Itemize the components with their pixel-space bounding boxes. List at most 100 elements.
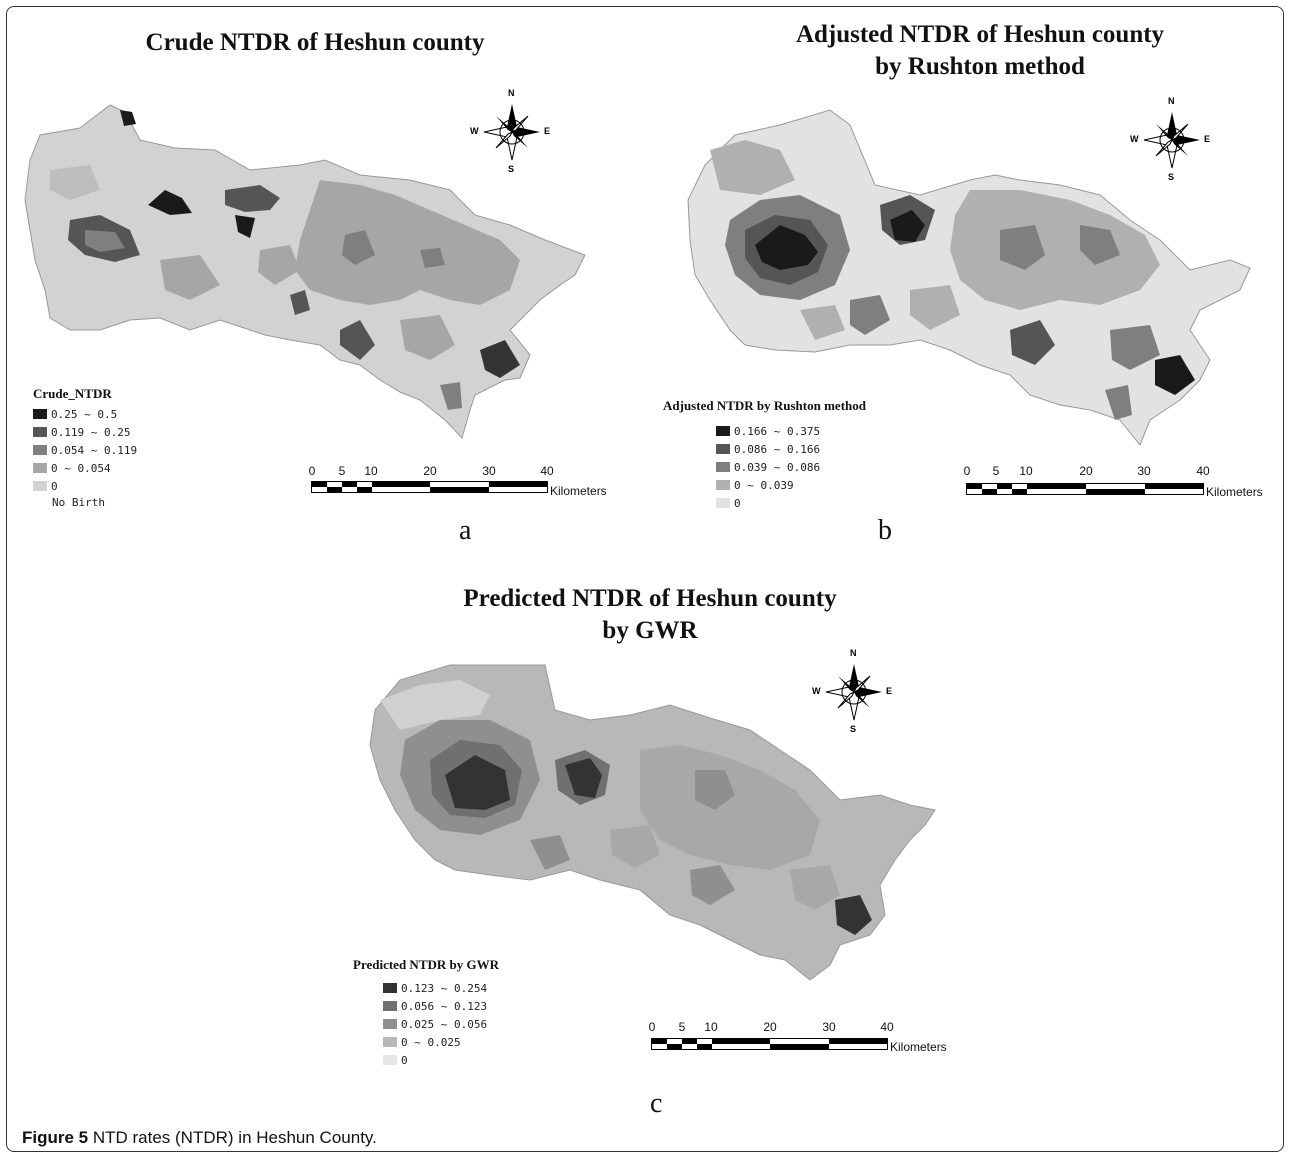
county-map — [369, 664, 936, 981]
scale-tick: 30 — [1137, 464, 1151, 478]
legend-swatch — [33, 409, 47, 419]
legend-label: 0.025 ~ 0.056 — [401, 1017, 488, 1031]
scale-tick: 40 — [540, 464, 554, 478]
legend-swatch — [383, 1001, 397, 1011]
scale-tick: 0 — [963, 464, 971, 478]
legend-note: No Birth — [52, 496, 105, 509]
compass-w: W — [1130, 134, 1139, 144]
legend-label: 0.123 ~ 0.254 — [401, 981, 488, 995]
legend-swatch — [383, 1019, 397, 1029]
legend-label: 0.039 ~ 0.086 — [734, 460, 821, 474]
legend-swatch — [716, 444, 730, 454]
scale-tick: 5 — [678, 1020, 686, 1034]
legend-swatch — [33, 463, 47, 473]
compass-w: W — [470, 126, 479, 136]
compass-icon — [483, 104, 540, 161]
legend-title: Crude_NTDR — [33, 386, 112, 401]
legend-item: 0.123 ~ 0.254 — [383, 980, 487, 996]
legend-title: Adjusted NTDR by Rushton method — [663, 398, 866, 413]
scale-bar — [651, 1038, 888, 1050]
legend-item: 0 — [716, 495, 741, 511]
scale-tick: 10 — [1019, 464, 1033, 478]
legend-label: 0.086 ~ 0.166 — [734, 442, 821, 456]
legend-item: 0.025 ~ 0.056 — [383, 1016, 487, 1032]
caption-label: Figure 5 — [22, 1128, 89, 1147]
compass-n: N — [508, 88, 515, 98]
compass-e: E — [1204, 134, 1211, 144]
scale-tick: 20 — [1079, 464, 1093, 478]
figure-caption: Figure 5 NTD rates (NTDR) in Heshun Coun… — [22, 1128, 377, 1148]
scale-tick: 20 — [423, 464, 437, 478]
legend-label: 0 — [51, 479, 58, 493]
compass-n: N — [1168, 96, 1175, 106]
legend-label: 0 ~ 0.025 — [401, 1035, 461, 1049]
scale-unit: Kilometers — [550, 484, 607, 498]
scale-tick: 40 — [880, 1020, 894, 1034]
legend-label: 0.166 ~ 0.375 — [734, 424, 821, 438]
legend-label: 0 — [401, 1053, 408, 1067]
scale-bar — [966, 483, 1204, 495]
legend-item: 0.086 ~ 0.166 — [716, 441, 820, 457]
scale-tick: 30 — [822, 1020, 836, 1034]
county-map — [24, 104, 586, 439]
scale-tick: 0 — [308, 464, 316, 478]
caption-end: . — [372, 1128, 377, 1147]
compass-s: S — [850, 724, 857, 734]
figure-frame — [6, 6, 1284, 1152]
legend-swatch — [716, 426, 730, 436]
compass-rose: N S W E — [470, 88, 550, 174]
legend-swatch — [33, 445, 47, 455]
scale-tick: 0 — [648, 1020, 656, 1034]
compass-e: E — [886, 686, 893, 696]
legend-item: 0.119 ~ 0.25 — [33, 424, 130, 440]
panel-letter: c — [650, 1088, 663, 1119]
legend-item: 0 ~ 0.025 — [383, 1034, 461, 1050]
legend-item: 0 — [33, 478, 58, 494]
legend-label: 0 ~ 0.039 — [734, 478, 794, 492]
compass-icon — [825, 664, 882, 721]
compass-n: N — [850, 648, 857, 658]
compass-icon — [1143, 112, 1200, 169]
panel-letter: a — [459, 515, 472, 546]
legend-swatch — [716, 498, 730, 508]
legend-item: 0.056 ~ 0.123 — [383, 998, 487, 1014]
map-title: Adjusted NTDR of Heshun county — [795, 21, 1165, 48]
compass-e: E — [544, 126, 551, 136]
panel-letter: b — [878, 515, 892, 546]
map-title: by GWR — [602, 617, 698, 644]
scale-tick: 30 — [482, 464, 496, 478]
legend-swatch — [383, 983, 397, 993]
compass-w: W — [812, 686, 821, 696]
map-panel-a: Crude NTDR of Heshun county — [0, 0, 650, 560]
compass-rose: N S W E — [1130, 96, 1210, 182]
map-title: Predicted NTDR of Heshun county — [463, 585, 837, 612]
scale-tick: 5 — [338, 464, 346, 478]
legend-label: 0 ~ 0.054 — [51, 461, 111, 475]
caption-text: NTD rates (NTDR) in Heshun County — [88, 1128, 373, 1147]
scale-unit: Kilometers — [890, 1040, 947, 1054]
map-title: Crude NTDR of Heshun county — [145, 29, 485, 56]
map-title: by Rushton method — [875, 53, 1085, 80]
legend-swatch — [383, 1037, 397, 1047]
legend-item: 0 — [383, 1052, 408, 1068]
compass-s: S — [508, 164, 515, 174]
scale-unit: Kilometers — [1206, 485, 1263, 499]
compass-rose: N S W E — [812, 648, 892, 734]
legend-item: 0.054 ~ 0.119 — [33, 442, 137, 458]
scale-tick: 40 — [1196, 464, 1210, 478]
legend-item: 0 ~ 0.039 — [716, 477, 794, 493]
legend-label: 0 — [734, 496, 741, 510]
scale-tick: 10 — [364, 464, 378, 478]
legend-item: 0.039 ~ 0.086 — [716, 459, 820, 475]
legend-label: 0.056 ~ 0.123 — [401, 999, 488, 1013]
scale-bar — [311, 481, 548, 493]
legend-item: 0.25 ~ 0.5 — [33, 406, 117, 422]
scale-tick: 20 — [763, 1020, 777, 1034]
legend-item: 0.166 ~ 0.375 — [716, 423, 820, 439]
legend-label: 0.25 ~ 0.5 — [51, 407, 118, 421]
map-panel-c: Predicted NTDR of Heshun county by GWR — [340, 570, 980, 1130]
legend-label: 0.119 ~ 0.25 — [51, 425, 131, 439]
legend-title: Predicted NTDR by GWR — [353, 957, 500, 972]
legend-swatch — [716, 480, 730, 490]
legend-item: 0 ~ 0.054 — [33, 460, 111, 476]
